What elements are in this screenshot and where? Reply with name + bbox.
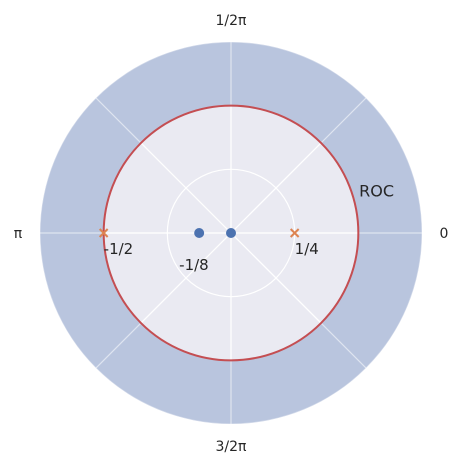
- grid-spoke-inner-1: [230, 142, 322, 234]
- roc-label: ROC: [359, 182, 394, 201]
- tick-and-point-labels: 0 1/2π π 3/2π -1/8 -1/2 1/4: [14, 13, 449, 455]
- grid-spoke-inner-7: [230, 232, 322, 324]
- zero-label-0: -1/8: [179, 256, 209, 274]
- angle-tick-label-2: π: [14, 226, 23, 242]
- pole-zero-marks: [98, 228, 300, 238]
- pole-label-1: 1/4: [295, 240, 319, 258]
- grid-spoke-inner-5: [140, 232, 232, 324]
- grid-spoke-inner-3: [140, 142, 232, 234]
- angle-tick-label-3: 3/2π: [216, 439, 248, 455]
- pole-label-0: -1/2: [104, 240, 134, 258]
- pole-marker-1: [289, 228, 300, 238]
- angle-tick-label-0: 0: [440, 226, 449, 242]
- pole-marker-0: [98, 228, 109, 238]
- zero-marker-1: [226, 228, 236, 238]
- angle-tick-label-1: 1/2π: [216, 13, 248, 29]
- zero-marker-0: [194, 228, 205, 238]
